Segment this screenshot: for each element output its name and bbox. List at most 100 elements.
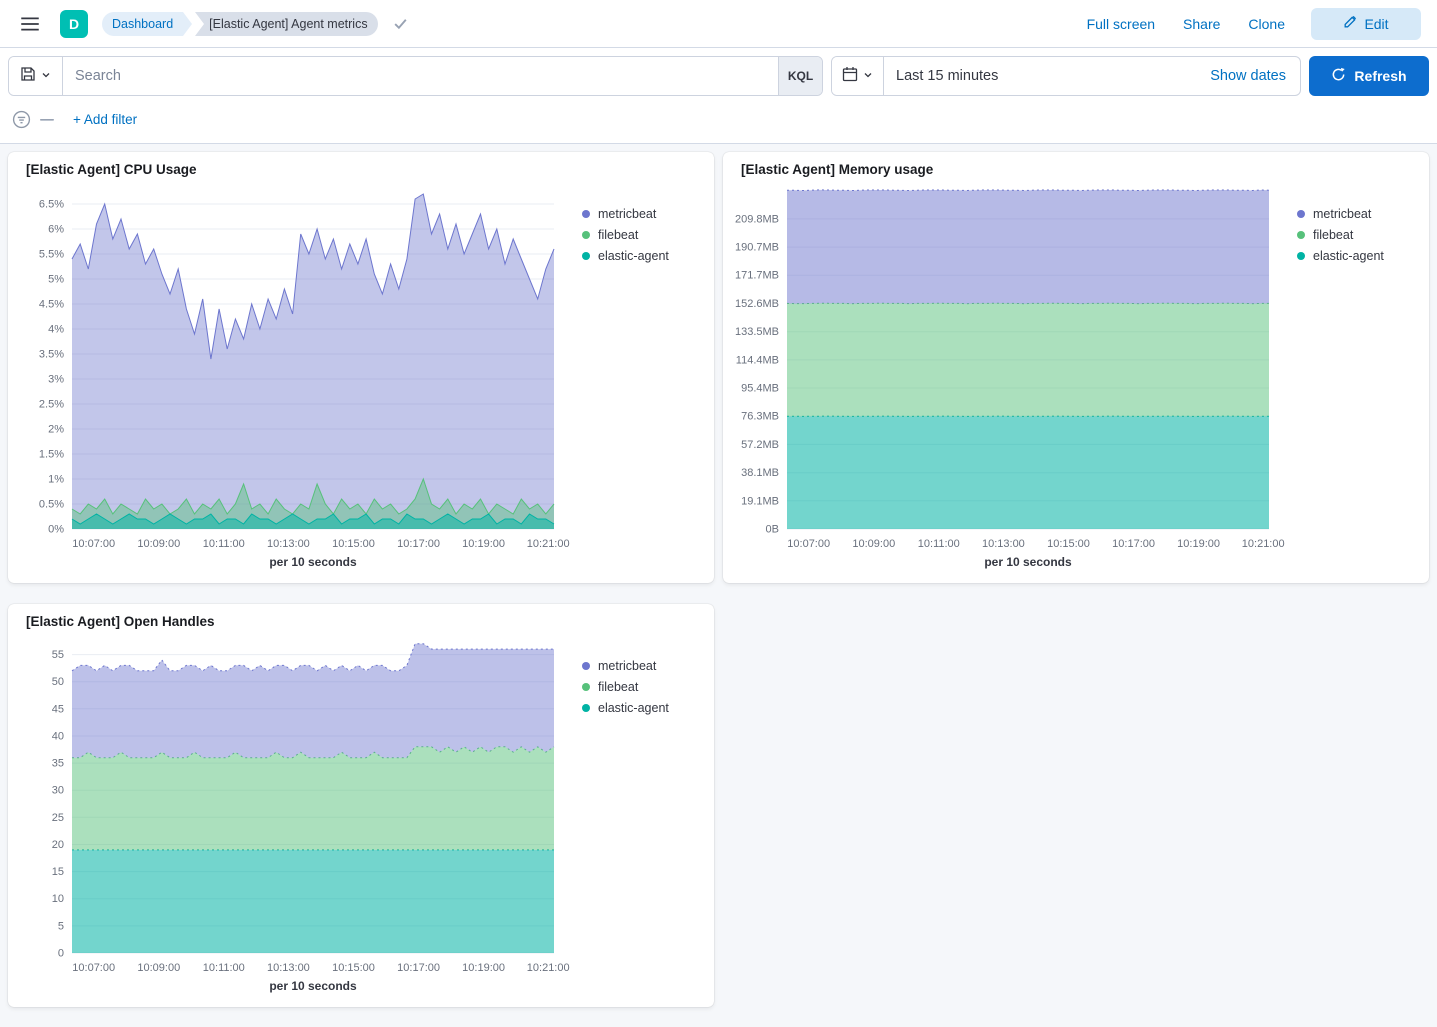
svg-text:10: 10 bbox=[52, 893, 64, 905]
svg-text:10:11:00: 10:11:00 bbox=[203, 962, 245, 974]
query-bar: KQL Last 15 minutes Show dates Refresh bbox=[0, 48, 1437, 104]
svg-text:2.5%: 2.5% bbox=[39, 399, 64, 411]
legend-dot-icon bbox=[582, 252, 590, 260]
pencil-icon bbox=[1343, 15, 1357, 32]
svg-text:10:17:00: 10:17:00 bbox=[397, 962, 440, 974]
legend-label: elastic-agent bbox=[598, 701, 669, 715]
legend-dot-icon bbox=[582, 662, 590, 670]
full-screen-link[interactable]: Full screen bbox=[1086, 15, 1156, 32]
panel-title: [Elastic Agent] Memory usage bbox=[741, 162, 934, 177]
svg-text:0: 0 bbox=[58, 948, 64, 960]
svg-text:10:19:00: 10:19:00 bbox=[462, 538, 505, 550]
legend-label: metricbeat bbox=[1313, 207, 1372, 221]
svg-text:45: 45 bbox=[52, 703, 64, 715]
save-icon bbox=[20, 66, 36, 87]
cpu-usage-chart[interactable]: 0% 0.5% 1% 1.5% 2% 2.5% 3% 3.5% 4% 4.5% 5% 5.5% 6% 6.… bbox=[20, 181, 582, 573]
svg-text:10:13:00: 10:13:00 bbox=[267, 538, 310, 550]
svg-text:1.5%: 1.5% bbox=[39, 449, 64, 461]
search-bar-group: KQL bbox=[8, 56, 823, 96]
legend-item-filebeat[interactable]: filebeat bbox=[582, 228, 702, 242]
search-input[interactable] bbox=[63, 57, 778, 95]
legend-item-metricbeat[interactable]: metricbeat bbox=[582, 659, 702, 673]
legend-label: filebeat bbox=[1313, 228, 1354, 242]
edit-button[interactable]: Edit bbox=[1311, 7, 1421, 40]
svg-text:50: 50 bbox=[52, 676, 64, 688]
svg-text:per 10 seconds: per 10 seconds bbox=[984, 555, 1072, 569]
calendar-button[interactable] bbox=[832, 57, 884, 95]
legend-item-metricbeat[interactable]: metricbeat bbox=[582, 207, 702, 221]
svg-text:10:09:00: 10:09:00 bbox=[852, 538, 895, 550]
open-handles-chart[interactable]: 0 5 10 15 20 25 30 35 40 45 50 55 10:07:00 10:09:00 10… bbox=[20, 633, 582, 997]
breadcrumb: Dashboard [Elastic Agent] Agent metrics bbox=[102, 11, 378, 36]
legend-item-elastic-agent[interactable]: elastic-agent bbox=[1297, 249, 1417, 263]
legend-dot-icon bbox=[1297, 231, 1305, 239]
chart-legend: metricbeat filebeat elastic-agent bbox=[582, 633, 702, 997]
time-range-value[interactable]: Last 15 minutes bbox=[896, 68, 999, 84]
chart-legend: metricbeat filebeat elastic-agent bbox=[1297, 181, 1417, 573]
svg-text:10:21:00: 10:21:00 bbox=[527, 962, 570, 974]
svg-text:0%: 0% bbox=[48, 524, 64, 536]
legend-item-elastic-agent[interactable]: elastic-agent bbox=[582, 701, 702, 715]
svg-text:57.2MB: 57.2MB bbox=[741, 439, 779, 451]
panel-memory-usage: [Elastic Agent] Memory usage 0B 19.1MB 38.… bbox=[723, 152, 1429, 583]
svg-text:55: 55 bbox=[52, 649, 64, 661]
svg-text:10:17:00: 10:17:00 bbox=[1112, 538, 1155, 550]
dashboard-grid: [Elastic Agent] CPU Usage 0% 0.5% 1% 1.5% 2%… bbox=[0, 143, 1437, 1027]
svg-text:5%: 5% bbox=[48, 274, 64, 286]
svg-text:20: 20 bbox=[52, 839, 64, 851]
svg-text:4%: 4% bbox=[48, 324, 64, 336]
svg-text:95.4MB: 95.4MB bbox=[741, 383, 779, 395]
svg-text:209.8MB: 209.8MB bbox=[735, 213, 779, 225]
svg-text:6%: 6% bbox=[48, 224, 64, 236]
svg-text:10:15:00: 10:15:00 bbox=[332, 962, 375, 974]
svg-text:10:19:00: 10:19:00 bbox=[462, 962, 505, 974]
legend-item-filebeat[interactable]: filebeat bbox=[582, 680, 702, 694]
panel-cpu-usage: [Elastic Agent] CPU Usage 0% 0.5% 1% 1.5% 2%… bbox=[8, 152, 714, 583]
svg-text:10:13:00: 10:13:00 bbox=[982, 538, 1025, 550]
menu-icon[interactable] bbox=[16, 10, 44, 38]
svg-text:25: 25 bbox=[52, 812, 64, 824]
filter-menu-icon[interactable] bbox=[12, 110, 31, 129]
legend-dot-icon bbox=[582, 704, 590, 712]
memory-usage-chart[interactable]: 0B 19.1MB 38.1MB 57.2MB 76.3MB 95.4MB 114.4MB 1… bbox=[735, 181, 1297, 573]
svg-text:10:21:00: 10:21:00 bbox=[1242, 538, 1285, 550]
filter-divider bbox=[40, 118, 54, 122]
chevron-down-icon bbox=[41, 67, 51, 85]
breadcrumb-dashboard[interactable]: Dashboard bbox=[102, 11, 193, 36]
panel-title: [Elastic Agent] CPU Usage bbox=[26, 162, 197, 177]
legend-label: metricbeat bbox=[598, 659, 657, 673]
svg-text:3%: 3% bbox=[48, 374, 64, 386]
svg-text:per 10 seconds: per 10 seconds bbox=[269, 555, 357, 569]
legend-label: elastic-agent bbox=[1313, 249, 1384, 263]
saved-query-button[interactable] bbox=[9, 57, 63, 95]
legend-item-filebeat[interactable]: filebeat bbox=[1297, 228, 1417, 242]
kql-language-button[interactable]: KQL bbox=[778, 57, 822, 95]
top-header: D Dashboard [Elastic Agent] Agent metric… bbox=[0, 0, 1437, 48]
legend-dot-icon bbox=[1297, 252, 1305, 260]
chevron-down-icon bbox=[863, 67, 873, 85]
show-dates-link[interactable]: Show dates bbox=[1210, 68, 1286, 84]
add-filter-link[interactable]: + Add filter bbox=[73, 112, 138, 127]
svg-text:0B: 0B bbox=[766, 524, 779, 536]
refresh-icon bbox=[1331, 67, 1346, 85]
svg-text:10:07:00: 10:07:00 bbox=[72, 962, 115, 974]
svg-text:190.7MB: 190.7MB bbox=[735, 242, 779, 254]
svg-text:10:21:00: 10:21:00 bbox=[527, 538, 570, 550]
svg-text:114.4MB: 114.4MB bbox=[736, 354, 779, 366]
svg-text:10:09:00: 10:09:00 bbox=[137, 962, 180, 974]
legend-item-metricbeat[interactable]: metricbeat bbox=[1297, 207, 1417, 221]
edit-button-label: Edit bbox=[1364, 15, 1389, 32]
date-picker-group: Last 15 minutes Show dates bbox=[831, 56, 1301, 96]
legend-item-elastic-agent[interactable]: elastic-agent bbox=[582, 249, 702, 263]
refresh-button[interactable]: Refresh bbox=[1309, 56, 1429, 96]
panel-open-handles: [Elastic Agent] Open Handles 0 5 10 15 20 25 3… bbox=[8, 604, 714, 1007]
calendar-icon bbox=[842, 66, 858, 87]
chart-legend: metricbeat filebeat elastic-agent bbox=[582, 181, 702, 573]
app-logo-badge[interactable]: D bbox=[60, 9, 88, 38]
svg-text:2%: 2% bbox=[48, 424, 64, 436]
share-link[interactable]: Share bbox=[1183, 15, 1221, 32]
svg-text:10:11:00: 10:11:00 bbox=[203, 538, 245, 550]
svg-text:5.5%: 5.5% bbox=[39, 249, 64, 261]
clone-link[interactable]: Clone bbox=[1248, 15, 1285, 32]
svg-text:40: 40 bbox=[52, 731, 64, 743]
